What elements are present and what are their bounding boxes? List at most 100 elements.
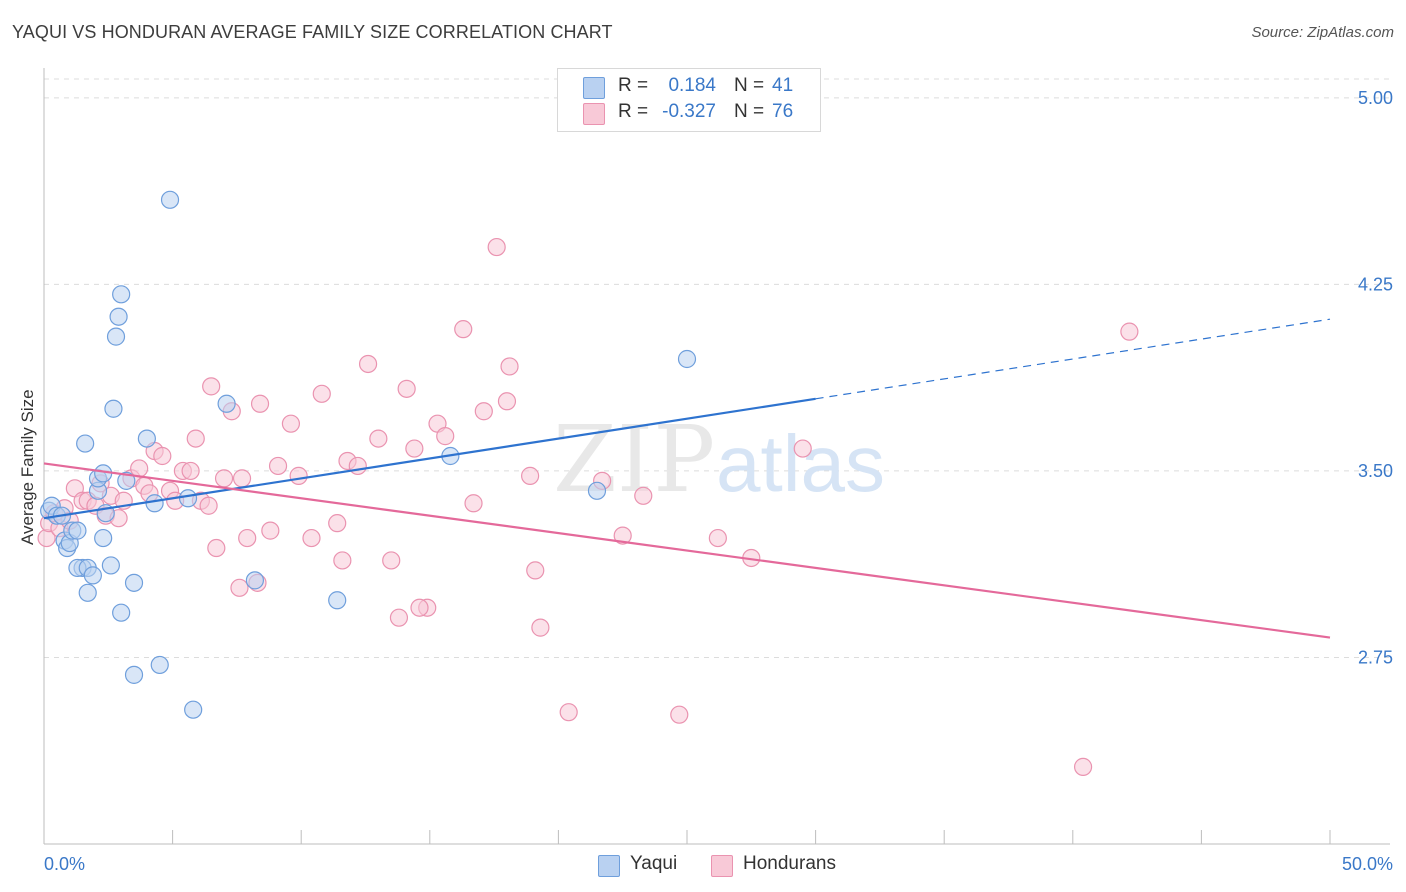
honduran-point [559, 703, 578, 722]
honduran-point [289, 466, 308, 485]
honduran-point [382, 551, 401, 570]
honduran-point [328, 514, 347, 533]
yaqui-point [217, 394, 236, 413]
honduran-point [1073, 757, 1093, 776]
honduran-point [250, 394, 270, 413]
watermark-atlas: atlas [716, 419, 885, 508]
y-tick-label: 3.50 [1358, 461, 1393, 481]
yaqui-point [328, 591, 347, 610]
honduran-point [130, 459, 149, 478]
watermark-zip: ZIP [553, 406, 715, 513]
honduran-point [389, 608, 409, 627]
y-tick-label: 4.25 [1358, 274, 1393, 294]
yaqui-legend-swatch-icon [598, 855, 620, 877]
yaqui-point [101, 556, 120, 575]
hondurans-r-value: -0.327 [662, 101, 716, 122]
honduran-point [358, 354, 378, 374]
watermark: ZIP atlas [553, 406, 885, 513]
y-axis-label: Average Family Size [18, 389, 37, 545]
yaqui-point [117, 471, 136, 490]
yaqui-point [76, 434, 95, 453]
yaqui-legend-label: Yaqui [630, 853, 678, 874]
yaqui-point [677, 349, 697, 369]
honduran-point [186, 429, 205, 448]
honduran-point [410, 598, 429, 617]
axes [43, 68, 1390, 845]
hondurans-legend-label: Hondurans [743, 853, 836, 874]
y-tick-label: 5.00 [1358, 88, 1393, 108]
honduran-point [793, 439, 812, 458]
yaqui-point [178, 489, 198, 508]
honduran-point [369, 429, 388, 448]
yaqui-point [104, 399, 123, 418]
honduran-point [230, 578, 249, 597]
n-label: N = [734, 101, 765, 122]
yaqui-point [78, 583, 97, 602]
honduran-point [497, 392, 517, 411]
chart-title: YAQUI VS HONDURAN AVERAGE FAMILY SIZE CO… [12, 22, 613, 42]
yaqui-points [40, 190, 697, 719]
yaqui-trend-line [43, 397, 816, 520]
honduran-point [348, 456, 367, 476]
yaqui-point [94, 528, 113, 548]
honduran-point [268, 456, 288, 476]
honduran-point [202, 377, 221, 396]
yaqui-r-value: 0.184 [668, 75, 716, 96]
yaqui-point [124, 573, 144, 592]
yaqui-point [145, 494, 164, 513]
yaqui-n-value: 41 [772, 75, 794, 96]
honduran-point [302, 528, 321, 548]
honduran-point [238, 528, 257, 548]
yaqui-point [137, 429, 156, 448]
r-label: R = [618, 75, 649, 96]
honduran-point [436, 427, 455, 446]
honduran-point [261, 521, 280, 540]
honduran-point [531, 618, 550, 637]
grid-lines [44, 78, 1390, 658]
hondurans-swatch-icon [583, 103, 605, 125]
honduran-point [708, 528, 727, 548]
honduran-point [181, 461, 200, 481]
r-label: R = [618, 101, 649, 122]
trend-lines [43, 318, 1331, 639]
honduran-point [670, 705, 689, 724]
honduran-point [214, 469, 234, 488]
yaqui-point [106, 327, 126, 346]
yaqui-point [245, 571, 265, 590]
honduran-point [397, 379, 416, 398]
honduran-point [613, 526, 632, 545]
honduran-point [526, 561, 545, 580]
honduran-point [153, 446, 172, 466]
x-tick-label-min: 0.0% [44, 854, 85, 874]
honduran-point [487, 237, 506, 257]
honduran-point [1120, 322, 1139, 341]
source-label: Source: ZipAtlas.com [1251, 24, 1394, 41]
yaqui-swatch-icon [583, 77, 605, 99]
yaqui-point [124, 665, 144, 684]
correlation-legend: R = 0.184 N = 41 R = -0.327 N = 76 [557, 68, 821, 132]
yaqui-point [94, 464, 113, 483]
honduran-point [232, 469, 252, 488]
yaqui-trend-extension [815, 318, 1331, 400]
yaqui-point [109, 307, 128, 326]
yaqui-point [68, 521, 87, 540]
n-label: N = [734, 75, 765, 96]
honduran-point [634, 486, 653, 505]
honduran-point [454, 320, 473, 339]
yaqui-point [112, 285, 131, 304]
hondurans-n-value: 76 [772, 101, 794, 122]
hondurans-trend-line [43, 462, 1331, 639]
honduran-point [207, 538, 226, 558]
yaqui-point [160, 190, 180, 209]
honduran-point [474, 402, 493, 421]
yaqui-point [184, 700, 203, 719]
yaqui-point [83, 566, 102, 585]
honduran-point [405, 439, 424, 458]
honduran-point [500, 357, 519, 376]
honduran-point [281, 414, 301, 433]
hondurans-legend-swatch-icon [711, 855, 733, 877]
honduran-point [464, 494, 483, 513]
honduran-point [521, 466, 540, 485]
tick-labels: 2.75 3.50 4.25 5.00 0.0% 50.0% [44, 88, 1393, 874]
